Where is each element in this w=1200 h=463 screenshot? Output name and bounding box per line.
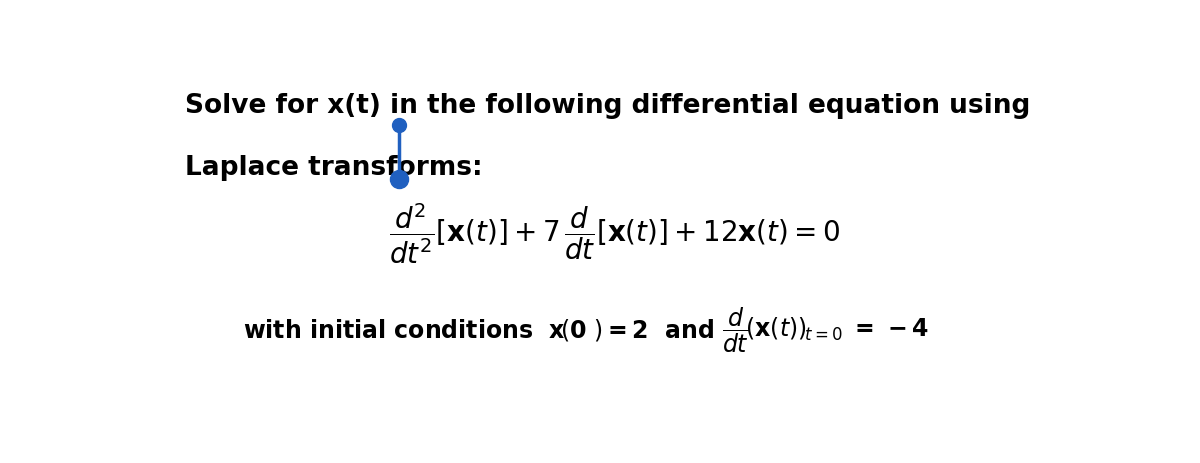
Text: Laplace transforms:: Laplace transforms: (185, 156, 482, 181)
Text: Solve for x(t) in the following differential equation using: Solve for x(t) in the following differen… (185, 93, 1031, 119)
Text: with initial conditions  $\mathbf{x}\!\left(\mathbf{0}\ \right)\mathbf{=2}$  and: with initial conditions $\mathbf{x}\!\le… (242, 317, 714, 343)
Text: $\dfrac{d}{dt}\!\left(\mathbf{x}(\mathit{t})\right)_{\!t=0}\ \mathbf{=\,-4}$: $\dfrac{d}{dt}\!\left(\mathbf{x}(\mathit… (722, 306, 929, 355)
Text: $\dfrac{d^2}{dt^2}\left[\mathbf{x}(\mathit{t})\right]+7\,\dfrac{d}{dt}\left[\mat: $\dfrac{d^2}{dt^2}\left[\mathbf{x}(\math… (390, 201, 840, 266)
